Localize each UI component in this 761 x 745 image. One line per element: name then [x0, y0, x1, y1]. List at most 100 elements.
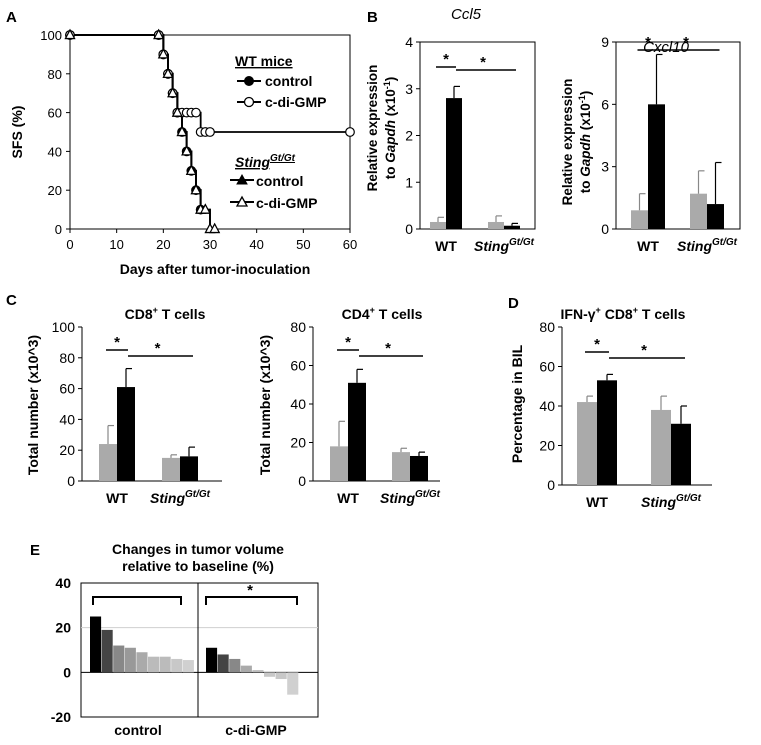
b1-sig-star-1: * [443, 51, 449, 68]
panel-c-cd4-chart: CD4+ T cells Total number (x10^3) 0 20 40 6… [257, 305, 441, 506]
panel-a-y-tick-label: 20 [48, 183, 62, 198]
legend-wt-cdigmp-label: c-di-GMP [265, 94, 326, 110]
panel-a-marker-3-13 [209, 222, 221, 234]
c1-bar-1-0 [162, 457, 180, 481]
b2-sig-star-1: * [645, 34, 651, 51]
b2-bar-0-0 [631, 210, 648, 229]
panel-d-title: IFN-γ+ CD8+ T cells [561, 305, 686, 322]
b2-bar-0-1 [648, 104, 665, 229]
e-y-tick-label: -20 [51, 709, 71, 725]
b2-y-tick-label: 9 [601, 34, 609, 50]
panel-b1-y-axis-label-line1: Relative expression [365, 65, 380, 192]
b1-bar-0-1 [446, 98, 462, 229]
c2-y-tick-label: 0 [298, 473, 306, 489]
c1-bar-1-1 [180, 456, 198, 481]
d-bar-1-1 [671, 423, 691, 485]
panel-c1-y-axis-label: Total number (x10^3) [25, 335, 41, 475]
b1-y-tick-label: 0 [405, 221, 413, 237]
b2-y-tick-label: 0 [601, 221, 609, 237]
panel-a-marker-3-1 [153, 28, 165, 40]
panel-b-ccl5-chart: Ccl5 Relative expression to Gapdh (x10-1… [365, 6, 536, 254]
panel-a-marker-1-9 [191, 107, 201, 118]
b2-plot-frame [615, 41, 741, 230]
c1-category-label-1: StingGt/Gt [150, 489, 211, 506]
c2-category-label-1: StingGt/Gt [380, 489, 441, 506]
panel-a-y-tick-label: 100 [40, 28, 62, 43]
e-bar-1-2 [229, 658, 241, 673]
b2-sig-star-2: * [683, 34, 689, 51]
c2-bar-0-1 [348, 382, 366, 481]
panel-a-survival-chart: 0 10 20 30 40 50 60 0 20 40 60 80 100 Days after tum… [9, 28, 357, 277]
panel-a-marker-3-5 [171, 106, 183, 117]
b2-bar-1-0 [690, 193, 707, 229]
panel-a-marker-3-0 [64, 28, 76, 40]
panel-label-a: A [6, 9, 17, 26]
c2-y-tick-label: 60 [290, 358, 306, 374]
c1-sig-star-2: * [155, 340, 161, 357]
e-y-tick-label: 20 [55, 620, 71, 636]
panel-a-x-tick-label: 10 [109, 237, 123, 252]
e-bar-0-8 [182, 660, 194, 673]
b1-bar-1-1 [504, 225, 520, 229]
panel-a-x-tick-label: 20 [156, 237, 170, 252]
d-bar-0-0 [577, 402, 597, 485]
c2-y-tick-label: 80 [290, 319, 306, 335]
b2-y-tick-label: 6 [601, 96, 609, 112]
c2-bar-0-0 [330, 446, 348, 481]
panel-b-cxcl10-chart: Cxcl10 Relative expression to Gapdh (x10… [560, 34, 741, 254]
c1-y-tick-label: 80 [59, 350, 75, 366]
d-bar-0-1 [597, 380, 617, 485]
b2-y-tick-label: 3 [601, 159, 609, 175]
c2-bar-1-1 [410, 455, 428, 481]
c2-y-tick-label: 40 [290, 396, 306, 412]
legend-marker-wt-cdigmp [243, 96, 255, 108]
b1-y-tick-label: 3 [405, 81, 413, 97]
panel-label-b: B [367, 9, 378, 26]
panel-label-d: D [508, 295, 519, 312]
e-group-label-1: c-di-GMP [225, 722, 286, 738]
panel-label-e: E [30, 542, 40, 559]
panel-b2-y-axis-label-line1: Relative expression [560, 79, 575, 206]
panel-e-title-line1: Changes in tumor volume [112, 541, 284, 557]
e-bar-0-0 [90, 616, 102, 673]
c2-y-tick-label: 20 [290, 435, 306, 451]
d-y-tick-label: 60 [539, 359, 555, 375]
b2-bar-1-1 [707, 204, 724, 229]
panel-a-y-tick-label: 40 [48, 144, 62, 159]
panel-a-marker-1-12 [205, 127, 215, 137]
panel-c2-y-axis-label: Total number (x10^3) [257, 335, 273, 475]
b1-category-label-1: StingGt/Gt [474, 237, 535, 254]
legend-sting-title-sup: Gt/Gt [270, 153, 296, 164]
panel-a-x-axis-label: Days after tumor-inoculation [120, 261, 311, 277]
panel-a-marker-3-2 [157, 48, 169, 59]
panel-a-marker-3-6 [176, 125, 188, 137]
e-bar-1-4 [252, 670, 264, 673]
panel-b1-title: Ccl5 [451, 6, 482, 23]
c1-y-tick-label: 100 [52, 319, 76, 335]
panel-a-x-tick-label: 0 [66, 237, 73, 252]
legend-sting-cdigmp-label: c-di-GMP [256, 195, 317, 211]
b1-bar-1-0 [488, 221, 504, 229]
b2-category-label-0: WT [637, 238, 659, 254]
c1-y-tick-label: 60 [59, 381, 75, 397]
legend-sting-control-label: control [256, 173, 303, 189]
panel-a-x-tick-label: 30 [203, 237, 217, 252]
e-bar-1-6 [275, 672, 287, 680]
d-y-tick-label: 40 [539, 398, 555, 414]
b1-y-tick-label: 2 [405, 128, 413, 144]
e-bar-0-3 [124, 647, 136, 673]
e-sig-star: * [247, 582, 253, 599]
panel-a-x-tick-label: 60 [343, 237, 357, 252]
b1-y-tick-label: 1 [405, 174, 413, 190]
e-bar-1-1 [217, 654, 229, 673]
panel-a-marker-3-9 [190, 183, 202, 195]
e-group-label-0: control [114, 722, 161, 738]
panel-a-marker-3-11 [199, 203, 211, 214]
d-y-tick-label: 20 [539, 438, 555, 454]
d-category-label-1: StingGt/Gt [641, 493, 702, 510]
c1-y-tick-label: 40 [59, 411, 75, 427]
d-y-tick-label: 0 [547, 477, 555, 493]
e-bar-0-7 [171, 658, 183, 673]
c1-y-tick-label: 0 [67, 473, 75, 489]
